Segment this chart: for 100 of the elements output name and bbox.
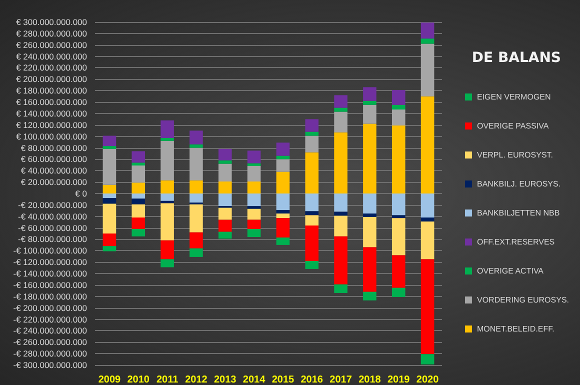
bar [276, 214, 290, 218]
bar [420, 194, 434, 218]
bar [247, 150, 261, 164]
bar [392, 125, 406, 194]
bar [132, 218, 146, 229]
y-tick-label: -€ 140.000.000.000 [13, 268, 88, 279]
y-tick-label: € 300.000.000.000 [16, 17, 88, 27]
bar [392, 109, 406, 126]
bar [132, 204, 146, 218]
bar [420, 22, 434, 39]
bar [218, 160, 232, 164]
bar [334, 112, 348, 132]
legend-label: VERPL. EUROSYST. [476, 150, 554, 160]
bar [218, 208, 232, 220]
bar [334, 194, 348, 212]
bar [160, 138, 174, 141]
bar [247, 206, 261, 209]
y-tick-label: -€ 280.000.000.000 [13, 348, 88, 359]
bar [160, 203, 174, 240]
bar [132, 151, 146, 163]
bar [305, 136, 319, 152]
x-tick-label: 2016 [300, 374, 324, 385]
y-tick-label: € 60.000.000.000 [20, 154, 88, 164]
legend-label: OVERIGE PASSIVA [476, 122, 550, 130]
legend-label: VORDERING EUROSYS. [476, 296, 569, 304]
bar [420, 259, 434, 354]
y-tick-label: -€ 240.000.000.000 [13, 326, 88, 336]
legend-label: MONET.BELEID.EFF. [476, 324, 554, 334]
y-tick-label: € 40.000.000.000 [20, 166, 88, 176]
bar [132, 228, 146, 236]
bar [305, 132, 319, 136]
bar [392, 90, 406, 105]
bar [420, 44, 434, 96]
y-tick-label: € 240.000.000.000 [16, 51, 88, 62]
bar [218, 194, 232, 206]
bar [247, 220, 261, 229]
y-tick-label: € 260.000.000.000 [16, 40, 88, 50]
bar [190, 232, 203, 248]
bar [276, 194, 290, 210]
bar [132, 162, 146, 166]
y-tick-label: -€ 180.000.000.000 [13, 291, 88, 302]
y-tick-label: -€ 160.000.000.000 [13, 280, 88, 290]
text: DE BALANS [472, 50, 562, 66]
bar [132, 165, 146, 183]
bar [102, 198, 116, 204]
y-tick-label: € 160.000.000.000 [16, 97, 88, 108]
bar [102, 246, 116, 252]
bar [102, 136, 116, 146]
y-tick-label: € 180.000.000.000 [16, 86, 88, 96]
y-tick-label: -€ 100.000.000.000 [13, 246, 88, 256]
bar [334, 236, 348, 284]
y-tick-label: -€ 220.000.000.000 [13, 314, 88, 324]
bar [190, 204, 203, 232]
bar [247, 166, 261, 182]
bar [276, 238, 290, 245]
bar [247, 163, 261, 166]
x-tick-label: 2011 [156, 374, 179, 385]
legend-label: OVERIGE ACTIVA [476, 266, 544, 276]
bar [276, 142, 290, 156]
bar [132, 194, 146, 199]
bar [160, 259, 174, 268]
bar [102, 184, 116, 194]
bar [276, 218, 290, 238]
y-tick-label: -€ 40.000.000.000 [18, 211, 88, 222]
bar [334, 108, 348, 112]
bar [420, 218, 434, 222]
bar [420, 96, 434, 194]
bar [305, 152, 319, 194]
bar [420, 354, 434, 364]
bar [363, 214, 376, 217]
y-tick-label: -€ 120.000.000.000 [13, 257, 88, 268]
bar [276, 210, 290, 214]
y-tick-label: € 80.000.000.000 [20, 142, 88, 153]
bar [102, 234, 116, 246]
legend-label: BANKBILJ. EUROSYS. [476, 180, 561, 188]
x-tick-label: 2018 [358, 374, 382, 385]
y-tick-label: € 0 [75, 188, 88, 198]
bar [160, 194, 174, 201]
bar [102, 194, 116, 198]
bar [334, 132, 348, 194]
bar [160, 140, 174, 180]
y-tick-label: € 200.000.000.000 [16, 74, 88, 84]
y-tick-label: -€ 80.000.000.000 [18, 234, 88, 244]
bar [247, 181, 261, 194]
bar [392, 218, 406, 256]
legend-label: OFF.EXT.RESERVES [476, 238, 555, 246]
bar [305, 226, 319, 261]
bar [392, 194, 406, 216]
y-tick-label: € 220.000.000.000 [16, 62, 88, 73]
bar [363, 100, 376, 105]
bar [392, 104, 406, 110]
bar [392, 288, 406, 297]
bar [363, 247, 376, 292]
bar [305, 119, 319, 132]
bar [247, 228, 261, 237]
bar [334, 212, 348, 216]
y-tick-label: -€ 60.000.000.000 [18, 222, 88, 233]
bar [305, 215, 319, 226]
y-tick-label: € 100.000.000.000 [16, 131, 88, 142]
bar [218, 181, 232, 194]
